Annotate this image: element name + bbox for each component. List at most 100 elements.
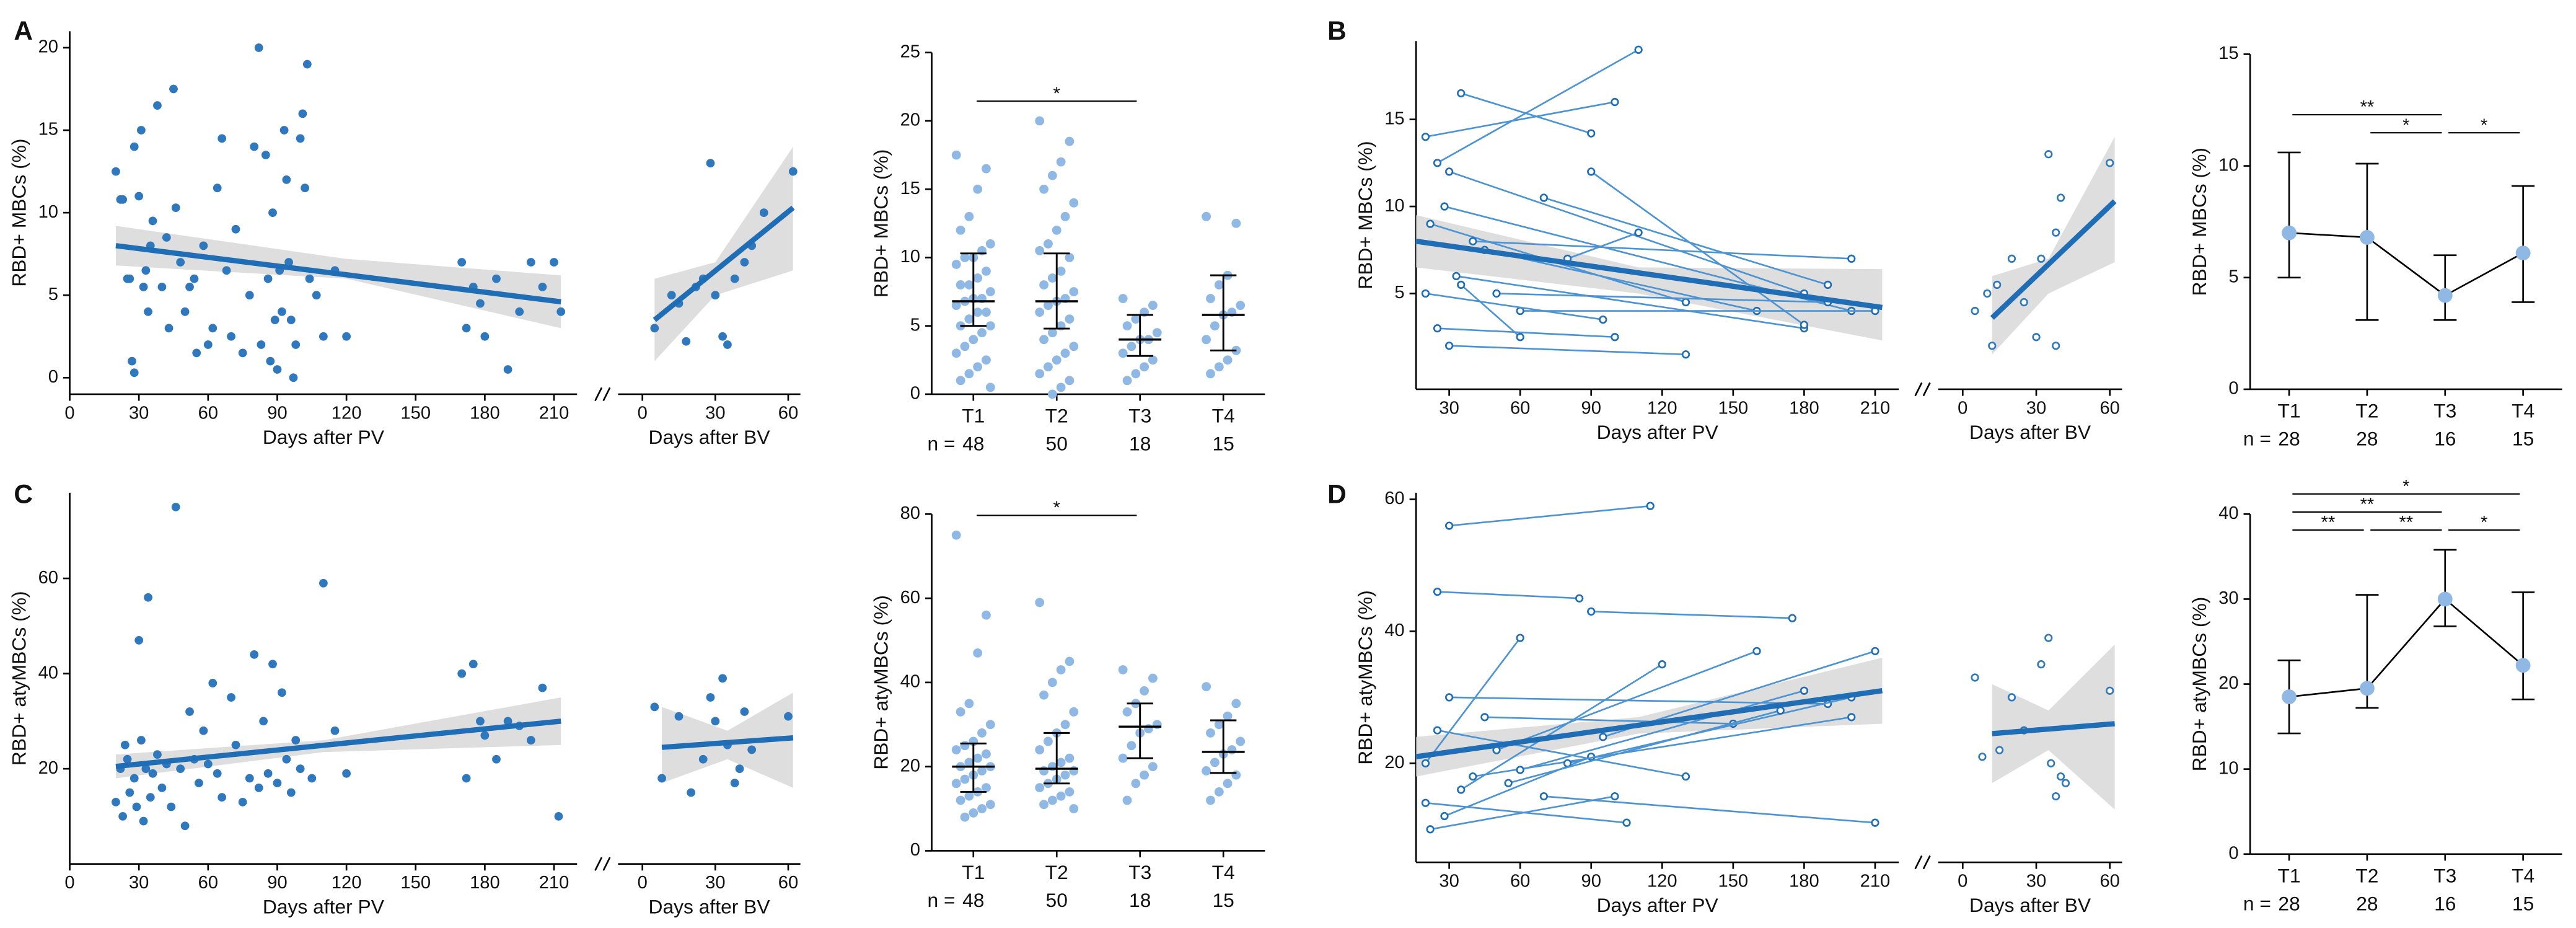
data-point [1065, 656, 1075, 666]
x-tick-label: T1 [2278, 399, 2301, 422]
data-point [538, 683, 547, 692]
data-point [735, 764, 744, 774]
data-point [263, 769, 273, 778]
data-point [2044, 634, 2053, 642]
mean-point [2515, 245, 2531, 261]
y-tick-label: 60 [38, 568, 58, 588]
data-point [1131, 779, 1141, 789]
data-point [526, 736, 535, 745]
data-point [123, 754, 132, 764]
data-point [192, 348, 201, 358]
data-point [125, 274, 134, 283]
data-point [1227, 745, 1237, 754]
error-bar [2433, 254, 2457, 321]
data-point [457, 669, 467, 678]
data-point [1047, 328, 1057, 338]
data-point [960, 774, 970, 784]
x-tick-label: T4 [1212, 404, 1235, 426]
y-tick-label: 20 [38, 758, 58, 778]
data-point [1516, 634, 1524, 642]
data-point [1421, 133, 1430, 141]
data-point [1056, 758, 1066, 767]
x-tick-label: 150 [1718, 872, 1749, 891]
x-axis-label: Days after BV [648, 426, 770, 448]
mean-line [2288, 598, 2524, 698]
data-point [740, 258, 749, 267]
y-tick-label: 40 [38, 663, 58, 683]
y-axis-label: RBD+ MBCs (%) [869, 149, 892, 298]
data-point [1127, 741, 1136, 751]
y-tick-label: 20 [900, 756, 920, 776]
data-point [203, 759, 213, 769]
paired-line [1425, 101, 1615, 138]
data-point [195, 779, 203, 788]
n-label: 28 [2356, 892, 2378, 914]
n-label: 18 [1129, 889, 1151, 911]
paired-line [1508, 709, 1781, 784]
paired-line [1544, 795, 1876, 824]
data-point [112, 797, 120, 806]
x-tick-label: 0 [1958, 872, 1967, 891]
data-point [1044, 301, 1053, 311]
data-point [973, 184, 983, 194]
data-point [245, 774, 254, 783]
data-point [319, 578, 328, 588]
data-point [153, 750, 162, 759]
data-point [982, 610, 991, 620]
data-point [1069, 804, 1079, 813]
axis-break [1914, 855, 1931, 870]
data-point [218, 793, 227, 802]
data-point [1035, 116, 1045, 126]
regression-line [1415, 688, 1883, 759]
data-point [476, 717, 485, 726]
paired-line [1437, 327, 1615, 338]
data-point [462, 324, 471, 333]
data-point [132, 802, 141, 811]
mean-point [2282, 225, 2297, 241]
data-point [1223, 779, 1233, 789]
data-point [1065, 753, 1075, 763]
y-tick-label: 0 [2228, 379, 2238, 399]
data-point [740, 707, 749, 716]
y-tick-label: 10 [2218, 758, 2238, 778]
paired-line [1591, 611, 1793, 619]
data-point [291, 340, 301, 349]
data-point [291, 736, 301, 745]
paired-line [1425, 293, 1604, 320]
data-point [208, 324, 218, 333]
data-point [1210, 321, 1220, 331]
x-tick-label: 30 [129, 403, 149, 423]
data-point [296, 134, 305, 143]
y-tick-label: 15 [38, 120, 58, 139]
data-point [982, 355, 991, 365]
data-point [1039, 800, 1048, 810]
n-label: 28 [2278, 892, 2300, 914]
data-point [2052, 792, 2060, 801]
paired-line [1449, 505, 1651, 527]
data-point [301, 183, 310, 193]
significance-label: ** [2321, 513, 2336, 532]
data-point [2044, 150, 2053, 159]
data-point [1236, 301, 1246, 311]
data-point [480, 731, 490, 740]
data-point [682, 337, 691, 346]
data-point [1231, 770, 1241, 780]
data-point [289, 373, 298, 382]
data-point [137, 126, 146, 135]
data-point [1152, 328, 1162, 338]
data-point [1492, 289, 1501, 298]
iqr-whisker [1210, 274, 1237, 351]
data-point [730, 274, 739, 283]
data-point [1995, 746, 2004, 754]
data-point [273, 365, 282, 374]
data-point [1047, 389, 1057, 399]
data-point [148, 769, 157, 778]
data-point [144, 307, 152, 316]
data-point [1069, 707, 1079, 717]
data-point [1800, 320, 1809, 329]
data-point [1681, 298, 1690, 307]
data-point [706, 159, 715, 168]
data-point [2061, 779, 2070, 787]
